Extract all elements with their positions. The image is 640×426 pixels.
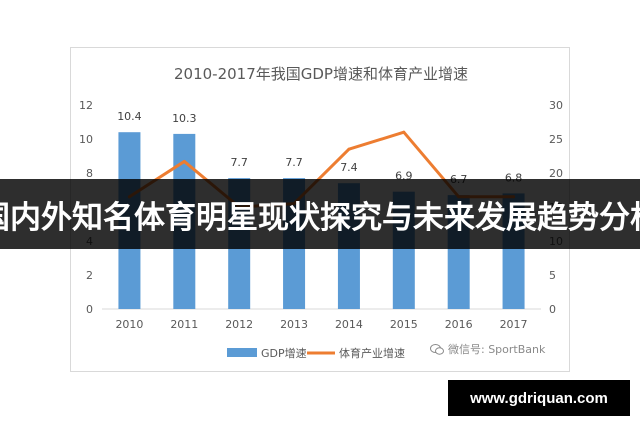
headline-banner: 国内外知名体育明星现状探究与未来发展趋势分析 (0, 179, 640, 249)
y-left-tick-label: 12 (79, 99, 93, 112)
line-point (347, 147, 351, 151)
site-badge: www.gdriquan.com (448, 380, 630, 416)
y-left-tick-label: 2 (86, 269, 93, 282)
bar-data-label: 7.7 (285, 156, 303, 169)
x-tick-label: 2015 (390, 318, 418, 331)
x-tick-label: 2013 (280, 318, 308, 331)
y-right-tick-label: 0 (549, 303, 556, 316)
headline-text: 国内外知名体育明星现状探究与未来发展趋势分析 (0, 199, 640, 236)
watermark: 微信号: SportBank (430, 341, 545, 357)
legend-label: GDP增速 (261, 346, 307, 360)
y-left-tick-label: 8 (86, 167, 93, 180)
watermark-text: 微信号: SportBank (448, 343, 546, 356)
chart-title: 2010-2017年我国GDP增速和体育产业增速 (174, 65, 468, 83)
y-right-tick-label: 30 (549, 99, 563, 112)
x-tick-label: 2012 (225, 318, 253, 331)
legend-swatch-bar (227, 348, 257, 357)
bar-data-label: 10.4 (117, 110, 142, 123)
data-labels: 10.410.37.77.77.46.96.76.8 (117, 110, 522, 186)
x-tick-label: 2010 (115, 318, 143, 331)
bar-data-label: 7.7 (230, 156, 248, 169)
x-tick-label: 2014 (335, 318, 363, 331)
wechat-icon (430, 343, 444, 355)
legend-label: 体育产业增速 (339, 346, 405, 360)
chart-legend: GDP增速 体育产业增速 (227, 346, 405, 360)
y-left-tick-label: 10 (79, 133, 93, 146)
line-point (182, 159, 186, 163)
bar-data-label: 10.3 (172, 112, 197, 125)
y-right-tick-label: 20 (549, 167, 563, 180)
y-left-tick-label: 0 (86, 303, 93, 316)
y-right-tick-label: 25 (549, 133, 563, 146)
bar-data-label: 7.4 (340, 161, 358, 174)
line-point (402, 130, 406, 134)
y-right-tick-label: 5 (549, 269, 556, 282)
site-url: www.gdriquan.com (470, 389, 608, 407)
x-tick-label: 2016 (445, 318, 473, 331)
x-tick-label: 2017 (500, 318, 528, 331)
x-tick-label: 2011 (170, 318, 198, 331)
